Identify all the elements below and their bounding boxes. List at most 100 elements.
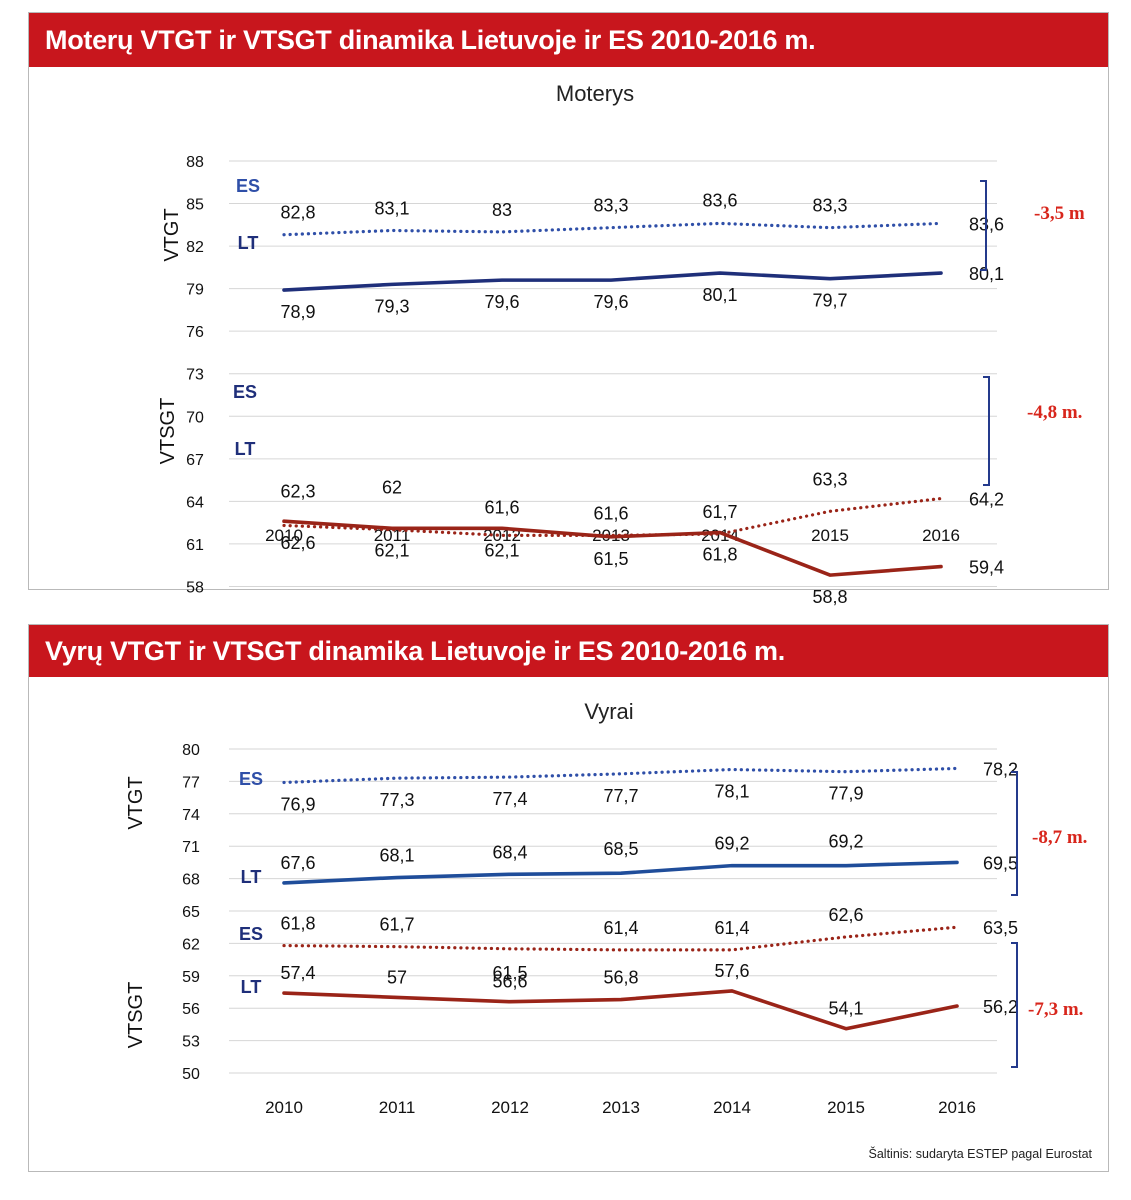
data-label: 58,8	[812, 587, 847, 607]
data-label: 61,8	[280, 914, 315, 934]
data-label: 57,6	[714, 961, 749, 981]
data-label: 62,6	[280, 533, 315, 553]
series-legend-label: ES	[239, 924, 263, 944]
data-label: 83,1	[374, 198, 409, 218]
x-tick-label: 2014	[701, 526, 739, 545]
data-label: 68,1	[379, 846, 414, 866]
gap-label: -7,3 m.	[1028, 999, 1083, 1020]
y-tick-label: 62	[182, 936, 200, 953]
y-tick-label: 74	[182, 807, 200, 824]
data-label: 56,8	[603, 968, 638, 988]
data-label: 69,2	[828, 832, 863, 852]
x-tick-label: 2011	[379, 1098, 416, 1117]
data-label: 62	[382, 478, 402, 498]
series-legend-label: ES	[233, 382, 257, 402]
series-legend-label: LT	[241, 867, 262, 887]
chart-title: Moterys	[556, 81, 634, 106]
data-label: 57	[387, 967, 407, 987]
x-tick-label: 2012	[491, 1098, 529, 1117]
women-line-chart: Moterys888582797673706764615855201020112…	[157, 81, 1085, 639]
data-label: 62,1	[374, 540, 409, 560]
series-line-vtsgt-lt	[282, 989, 959, 1031]
gap-label: -4,8 m.	[1027, 402, 1082, 423]
series-legend-label: ES	[239, 769, 263, 789]
chart-title: Vyrai	[584, 699, 633, 724]
data-label: 62,3	[280, 481, 315, 501]
data-label: 61,4	[714, 918, 749, 938]
data-label: 56,6	[492, 972, 527, 992]
series-line-vtsgt-es	[282, 496, 943, 537]
chart-panel-men: Vyrų VTGT ir VTSGT dinamika Lietuvoje ir…	[28, 624, 1109, 1172]
data-label: 56,2	[983, 997, 1018, 1017]
series-line-vtgt-lt	[282, 271, 943, 292]
data-label: 63,5	[983, 918, 1018, 938]
x-tick-label: 2010	[265, 1098, 303, 1117]
data-label: 69,2	[714, 834, 749, 854]
y-tick-label: 58	[186, 579, 204, 596]
data-label: 61,4	[603, 918, 638, 938]
gap-label: -8,7 m.	[1032, 827, 1087, 848]
data-label: 83	[492, 200, 512, 220]
y-tick-label: 85	[186, 197, 204, 214]
data-label: 78,9	[280, 302, 315, 322]
data-label: 78,1	[714, 782, 749, 802]
data-label: 61,5	[593, 549, 628, 569]
series-legend-label: ES	[236, 176, 260, 196]
data-label: 83,3	[812, 196, 847, 216]
data-label: 77,4	[492, 789, 527, 809]
chart-panel-women: Moterų VTGT ir VTSGT dinamika Lietuvoje …	[28, 12, 1109, 639]
source-note: Šaltinis: sudaryta ESTEP pagal Eurostat	[868, 1147, 1093, 1161]
data-label: 79,7	[812, 291, 847, 311]
gap-label: -3,5 m	[1034, 203, 1085, 224]
y-tick-label: 61	[186, 537, 204, 554]
chart-banner: Vyrų VTGT ir VTSGT dinamika Lietuvoje ir…	[29, 625, 1108, 677]
series-legend-label: LT	[238, 233, 259, 253]
y-tick-label: 76	[186, 324, 204, 341]
data-label: 69,5	[983, 853, 1018, 873]
data-label: 63,3	[812, 469, 847, 489]
y-tick-label: 67	[186, 452, 204, 469]
y-tick-label: 50	[182, 1066, 200, 1083]
data-label: 83,6	[702, 190, 737, 210]
data-label: 54,1	[828, 999, 863, 1019]
y-tick-label: 68	[182, 872, 200, 889]
data-label: 62,1	[484, 540, 519, 560]
data-label: 77,7	[603, 786, 638, 806]
x-tick-label: 2014	[713, 1098, 751, 1117]
y-tick-label: 77	[182, 774, 200, 791]
data-label: 61,7	[379, 915, 414, 935]
data-label: 61,6	[484, 497, 519, 517]
gap-bracket	[980, 180, 987, 271]
gap-bracket	[1011, 942, 1018, 1068]
y-tick-label: 64	[186, 494, 204, 511]
x-tick-label: 2015	[827, 1098, 865, 1117]
data-label: 80,1	[702, 285, 737, 305]
chart-banner: Moterų VTGT ir VTSGT dinamika Lietuvoje …	[29, 13, 1108, 67]
data-label: 57,4	[280, 963, 315, 983]
data-label: 59,4	[969, 558, 1004, 578]
y-tick-label: 82	[186, 239, 204, 256]
data-label: 76,9	[280, 794, 315, 814]
data-label: 61,8	[702, 545, 737, 565]
data-label: 82,8	[280, 203, 315, 223]
y-tick-label: 65	[182, 904, 200, 921]
data-label: 79,3	[374, 296, 409, 316]
y-tick-label: 88	[186, 154, 204, 171]
data-label: 62,6	[828, 905, 863, 925]
data-label: 78,2	[983, 759, 1018, 779]
data-label: 79,6	[484, 292, 519, 312]
y-tick-label: 73	[186, 367, 204, 384]
x-tick-label: 2010	[265, 526, 303, 545]
group-axis-label: VTSGT	[125, 982, 147, 1049]
series-legend-label: LT	[235, 439, 256, 459]
data-label: 61,6	[593, 503, 628, 523]
group-axis-label: VTGT	[161, 208, 183, 261]
men-line-chart: Vyrai 80 77 74 71 68 65 62 59 56 53 50 2010 2011 2012 2…	[125, 699, 1087, 1117]
series-line-vtgt-lt	[282, 860, 959, 885]
data-label: 83,3	[593, 196, 628, 216]
y-tick-label: 79	[186, 282, 204, 299]
data-label: 61,7	[702, 502, 737, 522]
data-label: 68,4	[492, 842, 527, 862]
y-tick-label: 71	[182, 839, 200, 856]
series-line-vtgt-es	[282, 221, 943, 237]
